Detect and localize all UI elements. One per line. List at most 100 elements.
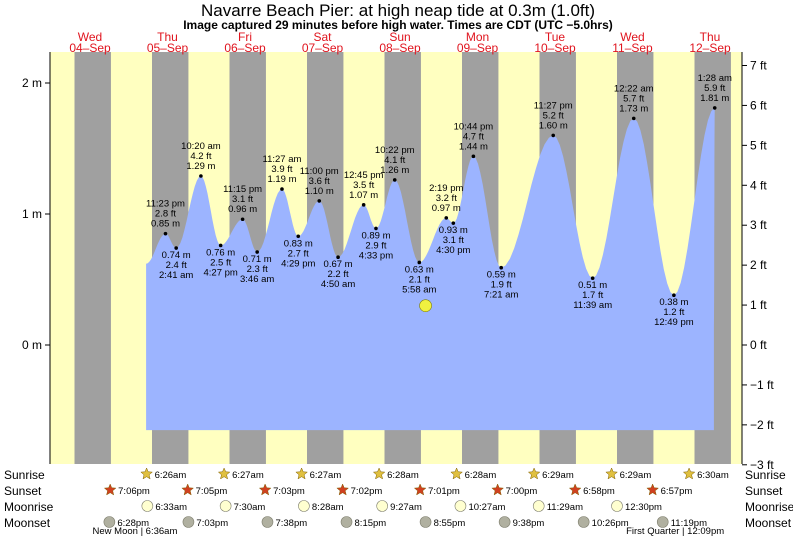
- extreme-label: 0.97 m: [432, 203, 461, 214]
- extreme-point: [336, 255, 340, 260]
- extreme-label: 0.96 m: [228, 204, 257, 215]
- moonrise-icon: [141, 500, 154, 512]
- day-label-date: 10–Sep: [534, 41, 576, 55]
- extreme-label: 5.2 ft: [543, 110, 564, 121]
- extreme-label: 0.51 m: [578, 280, 607, 291]
- moonrise-row-label: Moonrise: [4, 500, 54, 514]
- extreme-label: 1.19 m: [267, 174, 296, 185]
- sun-moon-rows: Sunrise Sunset Moonrise Moonset Sunrise …: [4, 467, 793, 537]
- extreme-point: [174, 246, 178, 250]
- y-left-tick-label: 1 m: [22, 207, 42, 221]
- extreme-point: [361, 203, 366, 207]
- extreme-label: 11:15 pm: [223, 184, 262, 195]
- moonset-icon: [103, 516, 116, 528]
- day-label-weekday: Thu: [700, 30, 721, 44]
- extreme-label: 0.85 m: [151, 219, 180, 230]
- sunset-time: 7:01pm: [428, 486, 460, 497]
- sun-star-icon: [527, 467, 541, 480]
- extreme-point: [218, 243, 223, 248]
- day-label-weekday: Mon: [466, 30, 489, 44]
- extreme-label: 11:00 pm: [300, 166, 339, 177]
- sunrise-row-label-right: Sunrise: [745, 468, 786, 482]
- axes: 0 m 1 m 2 m −3 ft −2 ft −1 ft 0 ft 1 ft 2 ft 3 ft…: [22, 52, 774, 472]
- extreme-label: 11:27 am: [263, 154, 302, 165]
- extreme-label: 1.29 m: [186, 161, 215, 172]
- sunrise-row-label: Sunrise: [4, 468, 45, 482]
- extreme-label: 4:50 am: [321, 279, 355, 290]
- extreme-point: [417, 260, 422, 265]
- extreme-label: 1.9 ft: [491, 280, 512, 291]
- day-label-weekday: Sun: [389, 30, 410, 44]
- extreme-point: [471, 154, 476, 159]
- extreme-label: 2.9 ft: [365, 240, 386, 251]
- day-label-date: 08–Sep: [379, 41, 421, 55]
- y-right-tick-label: 4 ft: [750, 178, 767, 192]
- moonrise-time: 8:28am: [312, 502, 344, 513]
- day-label-date: 05–Sep: [147, 41, 189, 55]
- extreme-label: 10:22 pm: [375, 145, 415, 156]
- day-label-date: 12–Sep: [689, 41, 731, 55]
- sun-star-icon: [295, 467, 308, 480]
- y-right-tick-label: 6 ft: [750, 98, 767, 112]
- extreme-label: 3.9 ft: [271, 164, 292, 175]
- extreme-annotations: 11:23 pm2.8 ft0.85 m 0.74 m2.4 ft2:41 am 1…: [146, 73, 732, 328]
- y-right-tick-label: −1 ft: [750, 378, 774, 392]
- moonset-time: 6:28pm: [117, 518, 149, 529]
- y-left-tick-label: 0 m: [22, 338, 42, 352]
- sunset-time: 7:06pm: [118, 486, 150, 497]
- extreme-label: 1:28 am: [698, 73, 732, 84]
- sunset-row-label-right: Sunset: [745, 484, 783, 498]
- y-left-tick-label: 2 m: [22, 76, 42, 90]
- day-label-date: 07–Sep: [302, 41, 344, 55]
- extreme-label: 4.2 ft: [190, 151, 211, 162]
- y-right-tick-label: −2 ft: [750, 418, 774, 432]
- y-right-tick-label: 5 ft: [750, 138, 767, 152]
- y-right-tick-label: 0 ft: [750, 338, 767, 352]
- extreme-label: 0.76 m: [206, 247, 235, 258]
- extreme-label: 0.67 m: [324, 259, 353, 270]
- sun-star-icon: [491, 483, 505, 496]
- extreme-point: [296, 234, 301, 239]
- sunset-time: 7:00pm: [506, 486, 538, 497]
- extreme-label: 4:29 pm: [281, 258, 315, 269]
- sunset-time: 6:57pm: [661, 486, 693, 497]
- sun-star-icon: [450, 467, 463, 480]
- sunrise-time: 6:30am: [697, 470, 729, 481]
- extreme-label: 1.60 m: [539, 120, 568, 131]
- moonrise-time: 12:30pm: [625, 502, 662, 513]
- extreme-label: 5.7 ft: [623, 93, 644, 104]
- extreme-point: [631, 116, 636, 121]
- extreme-label: 1.2 ft: [663, 307, 684, 318]
- moonrise-time: 10:27am: [468, 502, 505, 513]
- sun-star-icon: [682, 467, 696, 480]
- sunset-time: 7:02pm: [351, 486, 383, 497]
- extreme-point: [590, 276, 595, 280]
- day-label-date: 09–Sep: [457, 41, 499, 55]
- extreme-label: 4:27 pm: [204, 267, 238, 278]
- y-right-tick-label: 3 ft: [750, 218, 767, 232]
- extreme-label: 1.7 ft: [582, 290, 603, 301]
- extreme-point: [712, 106, 717, 110]
- extreme-label: 12:45 pm: [344, 170, 384, 181]
- moonset-icon: [261, 516, 274, 528]
- day-labels: Wed04–SepThu05–SepFri06–SepSat07–SepSun0…: [69, 30, 731, 55]
- extreme-label: 1.81 m: [700, 93, 729, 104]
- day-label-weekday: Sat: [313, 30, 332, 44]
- extreme-label: 4.7 ft: [463, 131, 484, 142]
- extreme-label: 11:39 am: [573, 300, 612, 311]
- extreme-label: 3.5 ft: [353, 180, 374, 191]
- day-label-date: 11–Sep: [612, 41, 653, 55]
- chart-title: Navarre Beach Pier: at high neap tide at…: [201, 1, 595, 20]
- current-tide-marker: [419, 299, 432, 313]
- extreme-point: [374, 226, 378, 231]
- extreme-label: 4:30 pm: [436, 245, 470, 256]
- extreme-label: 10:44 pm: [454, 121, 494, 132]
- moon-phase-label: New Moon | 6:36am: [93, 526, 178, 537]
- moonset-icon: [498, 516, 511, 528]
- moonset-time: 8:55pm: [434, 518, 466, 529]
- extreme-label: 2.5 ft: [210, 257, 231, 268]
- extreme-label: 3:46 am: [240, 274, 274, 285]
- moonrise-row-label-right: Moonrise: [745, 500, 793, 514]
- moonset-time: 10:26pm: [592, 518, 629, 529]
